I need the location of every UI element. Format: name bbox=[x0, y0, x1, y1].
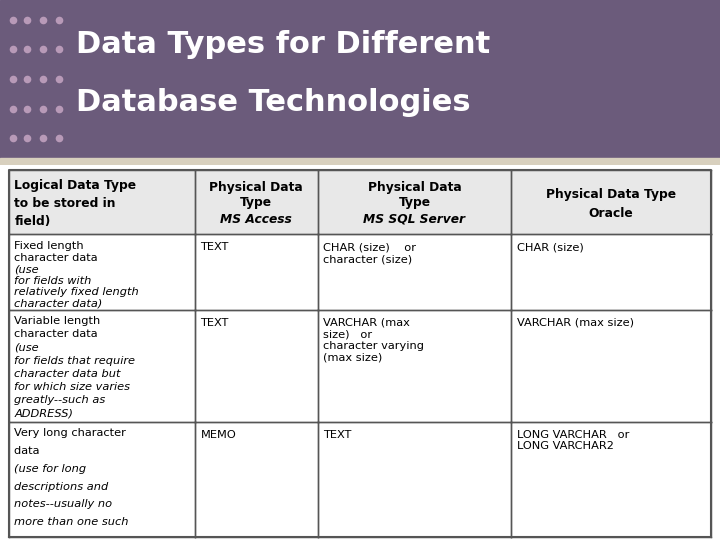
Text: VARCHAR (max
size)   or
character varying
(max size): VARCHAR (max size) or character varying … bbox=[323, 318, 425, 362]
Text: Logical Data Type: Logical Data Type bbox=[14, 179, 136, 192]
Bar bbox=[318, 170, 511, 234]
Text: notes--usually no: notes--usually no bbox=[14, 500, 112, 509]
Bar bbox=[511, 170, 711, 234]
Text: Very long character: Very long character bbox=[14, 428, 126, 438]
Bar bbox=[195, 170, 318, 234]
Bar bbox=[195, 422, 318, 537]
Text: for which size varies: for which size varies bbox=[14, 382, 130, 392]
Bar bbox=[195, 309, 318, 422]
Text: ADDRESS): ADDRESS) bbox=[14, 408, 73, 418]
Text: Physical Data: Physical Data bbox=[368, 181, 462, 194]
Text: character data: character data bbox=[14, 253, 102, 262]
Bar bbox=[9, 170, 195, 234]
Text: greatly--such as: greatly--such as bbox=[14, 395, 106, 406]
Text: Database Technologies: Database Technologies bbox=[76, 87, 470, 117]
Bar bbox=[318, 234, 511, 309]
Text: TEXT: TEXT bbox=[200, 318, 229, 328]
Text: more than one such: more than one such bbox=[14, 517, 129, 527]
Text: MS Access: MS Access bbox=[220, 213, 292, 226]
Text: Data Types for Different: Data Types for Different bbox=[76, 30, 490, 59]
Text: character data: character data bbox=[14, 329, 102, 340]
Text: Oracle: Oracle bbox=[589, 207, 634, 220]
Text: descriptions and: descriptions and bbox=[14, 482, 109, 491]
Text: TEXT: TEXT bbox=[323, 430, 352, 440]
Text: Type: Type bbox=[398, 195, 431, 209]
Text: MS SQL Server: MS SQL Server bbox=[364, 213, 465, 226]
Text: to be stored in: to be stored in bbox=[14, 197, 116, 210]
Text: CHAR (size): CHAR (size) bbox=[517, 242, 583, 252]
Text: CHAR (size)    or
character (size): CHAR (size) or character (size) bbox=[323, 242, 416, 264]
Text: Type: Type bbox=[240, 195, 272, 209]
Text: relatively fixed length: relatively fixed length bbox=[14, 287, 139, 298]
Bar bbox=[9, 422, 195, 537]
Text: Physical Data Type: Physical Data Type bbox=[546, 188, 676, 201]
Bar bbox=[9, 234, 195, 309]
Text: (use for long: (use for long bbox=[14, 464, 86, 474]
Bar bbox=[318, 422, 511, 537]
Text: TEXT: TEXT bbox=[200, 242, 229, 252]
Bar bbox=[511, 422, 711, 537]
Text: for fields with: for fields with bbox=[14, 276, 91, 286]
Text: for fields that require: for fields that require bbox=[14, 356, 135, 366]
Text: Physical Data: Physical Data bbox=[210, 181, 303, 194]
Bar bbox=[511, 234, 711, 309]
Text: Variable length: Variable length bbox=[14, 316, 101, 326]
Text: LONG VARCHAR   or
LONG VARCHAR2: LONG VARCHAR or LONG VARCHAR2 bbox=[517, 430, 629, 451]
Text: MEMO: MEMO bbox=[200, 430, 236, 440]
Bar bbox=[318, 309, 511, 422]
Text: Fixed length: Fixed length bbox=[14, 241, 84, 251]
Text: field): field) bbox=[14, 214, 50, 227]
Text: (use: (use bbox=[14, 342, 39, 353]
Text: character data but: character data but bbox=[14, 369, 121, 379]
Bar bbox=[511, 309, 711, 422]
Bar bbox=[0, 158, 720, 165]
Text: (use: (use bbox=[14, 264, 39, 274]
Text: VARCHAR (max size): VARCHAR (max size) bbox=[517, 318, 634, 328]
Text: character data): character data) bbox=[14, 299, 103, 309]
Text: data: data bbox=[14, 446, 43, 456]
Bar bbox=[195, 234, 318, 309]
Bar bbox=[9, 309, 195, 422]
